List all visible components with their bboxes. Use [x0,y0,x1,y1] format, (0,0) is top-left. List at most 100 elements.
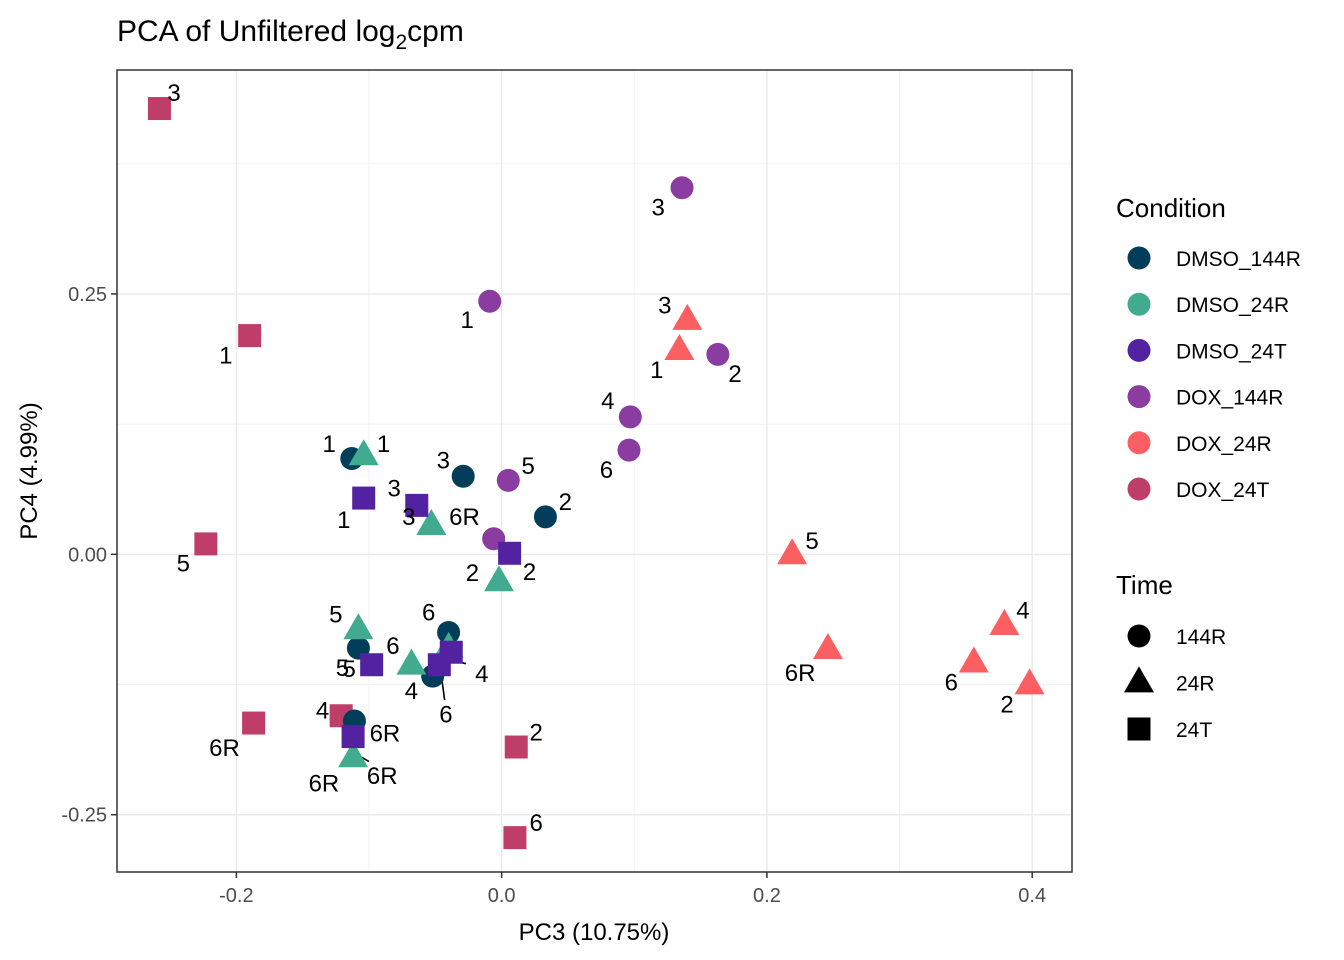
legend-key-dmso-24t [1127,338,1151,362]
point-dox-24r [1014,668,1045,695]
point-label: 1 [337,507,350,534]
legend-key-dox-144r [1127,385,1151,409]
x-tick-label: 0.2 [753,885,781,907]
x-tick-label: 0.0 [488,885,516,907]
point-dox-24t [504,735,528,759]
point-label: 2 [523,559,536,586]
point-label: 6 [422,600,435,627]
chart-title-suffix: cpm [407,15,464,48]
point-label: 4 [475,661,488,688]
point-dmso-24t [427,653,451,677]
point-dmso-24t [498,541,522,565]
point-dox-24r [672,303,703,330]
legend-label: DOX_24R [1176,433,1272,456]
x-axis-title: PC3 (10.75%) [519,919,670,946]
point-label: 4 [405,678,418,705]
time-legend-title: Time [1116,570,1173,600]
point-dox-24r [777,538,808,565]
point-label: 5 [177,551,190,578]
x-axis: -0.2 0.0 0.2 0.4 [219,872,1046,907]
x-tick-label: 0.4 [1018,885,1046,907]
point-label: 2 [529,719,542,746]
point-label: 2 [466,560,479,587]
point-label: 6R [209,735,240,762]
point-label: 3 [388,476,401,503]
point-label: 6 [945,669,958,696]
legend-label: DMSO_24T [1176,340,1287,363]
legend-label: 24T [1176,719,1212,742]
point-dmso-24r [343,613,374,640]
legend-key-dox-24t [1127,477,1151,501]
point-label: 6 [529,810,542,837]
point-dox-24r [958,646,989,673]
point-dox-24r [664,334,695,361]
legend-label: 24R [1176,673,1215,696]
point-dox-24t [147,97,171,121]
legend-key-dmso-144r [1127,246,1151,270]
point-dox-24t [242,711,266,735]
chart-title: PCA of Unfiltered log2cpm [117,15,464,54]
point-dox-144r [670,176,694,200]
condition-legend-title: Condition [1116,193,1226,223]
point-label: 6 [439,702,452,729]
point-label: 3 [658,292,671,319]
point-label: 1 [377,431,390,458]
point-dmso-144r [533,505,557,529]
legend-label: DMSO_144R [1176,248,1301,271]
legend-key-square [1127,717,1151,741]
y-tick-label: 0.25 [68,284,107,306]
point-dox-144r [706,342,730,366]
point-dmso-24t [352,486,376,510]
point-dox-24r [812,632,843,659]
y-axis: -0.25 0.00 0.25 [61,284,117,827]
point-dmso-24t [360,653,384,677]
point-label: 2 [728,361,741,388]
y-axis-title: PC4 (4.99%) [16,402,43,539]
point-dox-24r [989,609,1020,636]
point-dox-144r [496,468,520,492]
point-dox-144r [618,405,642,429]
point-label: 5 [342,656,355,683]
point-label: 2 [1000,691,1013,718]
point-label: 6R [449,504,480,531]
point-label: 6R [367,763,398,790]
point-label: 6R [785,660,816,687]
point-label: 6 [600,457,613,484]
point-dox-24t [503,826,527,850]
point-dmso-144r [451,464,475,488]
point-label: 3 [167,80,180,107]
point-label: 2 [559,489,572,516]
point-label: 4 [1016,598,1029,625]
data-points [147,97,1045,850]
y-tick-label: 0.00 [68,544,107,566]
legend-label: DMSO_24R [1176,294,1289,317]
chart-title-subscript: 2 [395,31,407,54]
point-label: 1 [219,342,232,369]
point-label: 1 [650,357,663,384]
point-dmso-24t [341,725,365,749]
chart-title-main: PCA of Unfiltered log [117,15,395,48]
point-dmso-24r [484,565,514,592]
y-tick-label: -0.25 [61,805,107,827]
legend-key-triangle [1124,666,1154,693]
point-label: 6R [309,770,340,797]
legend-label: DOX_24T [1176,479,1270,502]
grid-lines [117,70,1072,872]
point-dmso-24r [416,509,447,536]
point-label: 5 [336,655,349,682]
point-label: 1 [323,431,336,458]
point-label: 4 [316,698,329,725]
point-dox-24t [238,324,262,348]
time-legend: Time 144R 24R 24T [1116,570,1226,742]
point-label: 3 [402,504,415,531]
point-dmso-24r [338,741,369,768]
condition-legend: Condition DMSO_144R DMSO_24R DMSO_24T DOX_14… [1116,193,1301,502]
legend-label: 144R [1176,626,1226,649]
point-dox-24t [194,532,218,556]
x-tick-label: -0.2 [219,885,253,907]
legend-key-dox-24r [1127,431,1151,455]
legend-key-dmso-24r [1127,292,1151,316]
